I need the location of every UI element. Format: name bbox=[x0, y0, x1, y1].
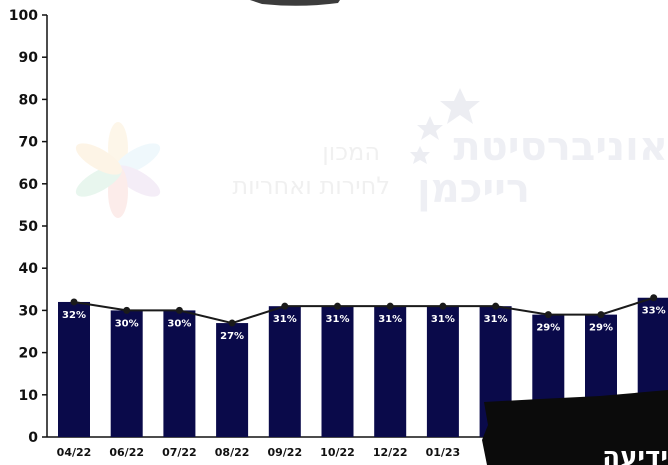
trend-marker bbox=[334, 302, 341, 310]
data-label: 29% bbox=[536, 323, 560, 334]
data-label: 31% bbox=[326, 314, 350, 325]
trend-marker bbox=[492, 302, 500, 310]
data-label: 32% bbox=[62, 310, 86, 321]
watermark-line2: רייכמן bbox=[417, 166, 530, 212]
trend-marker bbox=[386, 302, 394, 310]
bar bbox=[163, 310, 196, 437]
bar bbox=[426, 306, 459, 437]
y-tick-label: 90 bbox=[19, 50, 39, 66]
data-label: 30% bbox=[167, 318, 191, 329]
x-tick-label: 12/22 bbox=[373, 446, 408, 459]
trend-marker bbox=[544, 311, 552, 319]
y-tick-label: 60 bbox=[19, 177, 39, 193]
bar bbox=[268, 306, 301, 437]
banner-background bbox=[482, 390, 668, 465]
bar bbox=[216, 323, 249, 437]
watermark: המכון לחירות ואחריות אוניברסיטת רייכמן bbox=[75, 88, 668, 218]
trend-marker bbox=[70, 298, 78, 306]
data-label: 31% bbox=[378, 314, 402, 325]
x-tick-label: 09/22 bbox=[267, 446, 302, 459]
trend-marker bbox=[123, 306, 131, 314]
data-labels: 32% 30% 30% 27% 31% 31% 31% 31% 31% 29% 29% 33% bbox=[62, 306, 666, 342]
y-tick-label: 100 bbox=[9, 8, 38, 24]
data-label: 31% bbox=[431, 314, 455, 325]
x-tick-label: 07/22 bbox=[162, 446, 197, 459]
data-label: 29% bbox=[589, 323, 613, 334]
watermark-sub1: המכון bbox=[322, 138, 380, 166]
y-tick-label: 20 bbox=[19, 346, 39, 362]
data-label: 27% bbox=[220, 331, 244, 342]
data-label: 31% bbox=[273, 314, 297, 325]
trend-marker bbox=[175, 306, 183, 314]
x-tick-label: 06/22 bbox=[109, 446, 144, 459]
x-tick-label: 08/22 bbox=[215, 446, 250, 459]
x-tick-label: 10/22 bbox=[320, 446, 355, 459]
trend-line bbox=[70, 294, 658, 327]
trend-marker bbox=[281, 302, 289, 310]
trend-marker bbox=[650, 294, 658, 302]
x-tick-label: 01/23 bbox=[426, 446, 461, 459]
y-ticks: 0 10 20 30 40 50 60 70 80 90 100 bbox=[9, 8, 47, 446]
banner-text: ידיעה bbox=[602, 442, 668, 465]
y-tick-label: 10 bbox=[19, 388, 39, 404]
y-tick-label: 40 bbox=[19, 261, 39, 277]
bar bbox=[321, 306, 354, 437]
watermark-line1: אוניברסיטת bbox=[453, 124, 668, 170]
trend-marker bbox=[228, 319, 236, 327]
y-tick-label: 70 bbox=[19, 135, 39, 151]
bars bbox=[58, 297, 668, 437]
trend-marker bbox=[597, 311, 605, 319]
watermark-sub2: לחירות ואחריות bbox=[232, 172, 390, 200]
bar bbox=[58, 301, 90, 437]
y-tick-label: 80 bbox=[19, 92, 39, 108]
banner: ידיעה bbox=[482, 390, 668, 465]
trend-marker bbox=[439, 302, 447, 310]
star-icon bbox=[410, 88, 480, 164]
x-tick-label: 04/22 bbox=[57, 446, 92, 459]
bar bbox=[374, 306, 407, 437]
y-tick-label: 50 bbox=[19, 219, 39, 235]
bar bbox=[110, 310, 143, 437]
trend-polyline bbox=[73, 296, 655, 325]
y-tick-label: 0 bbox=[28, 430, 38, 446]
x-tick-labels: 04/22 06/22 07/22 08/22 09/22 10/22 12/22 01/23 bbox=[57, 446, 461, 459]
data-label: 31% bbox=[484, 314, 508, 325]
data-label: 33% bbox=[642, 306, 666, 317]
flower-logo-icon bbox=[75, 122, 161, 218]
y-tick-label: 30 bbox=[19, 303, 39, 319]
top-brush-stroke bbox=[250, 0, 340, 6]
data-label: 30% bbox=[115, 318, 139, 329]
